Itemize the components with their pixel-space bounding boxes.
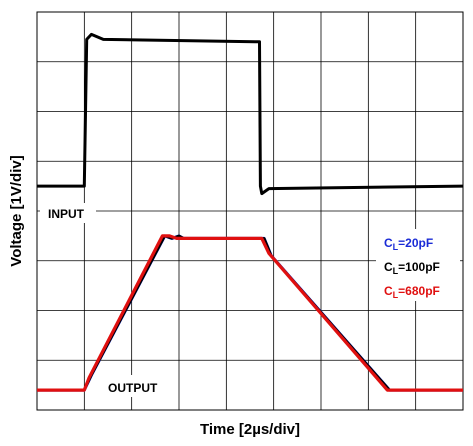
x-axis-label: Time [2µs/div]	[200, 421, 300, 438]
trace-c-l-680pf	[37, 234, 463, 392]
traces	[37, 32, 464, 392]
input-label: INPUT	[48, 207, 85, 221]
legend-entry: CL=20pF	[384, 236, 433, 252]
output-label-box: OUTPUT	[104, 375, 178, 397]
trace-input	[37, 32, 464, 196]
legend-entry: CL=100pF	[384, 260, 440, 276]
grid	[37, 12, 463, 410]
output-label: OUTPUT	[108, 381, 158, 395]
legend-entry: CL=680pF	[384, 284, 440, 300]
legend: CL=20pF CL=100pF CL=680pF	[376, 229, 460, 301]
y-axis-label: Voltage [1V/div]	[8, 155, 25, 266]
input-label-box: INPUT	[40, 203, 96, 223]
legend-background	[376, 229, 460, 301]
